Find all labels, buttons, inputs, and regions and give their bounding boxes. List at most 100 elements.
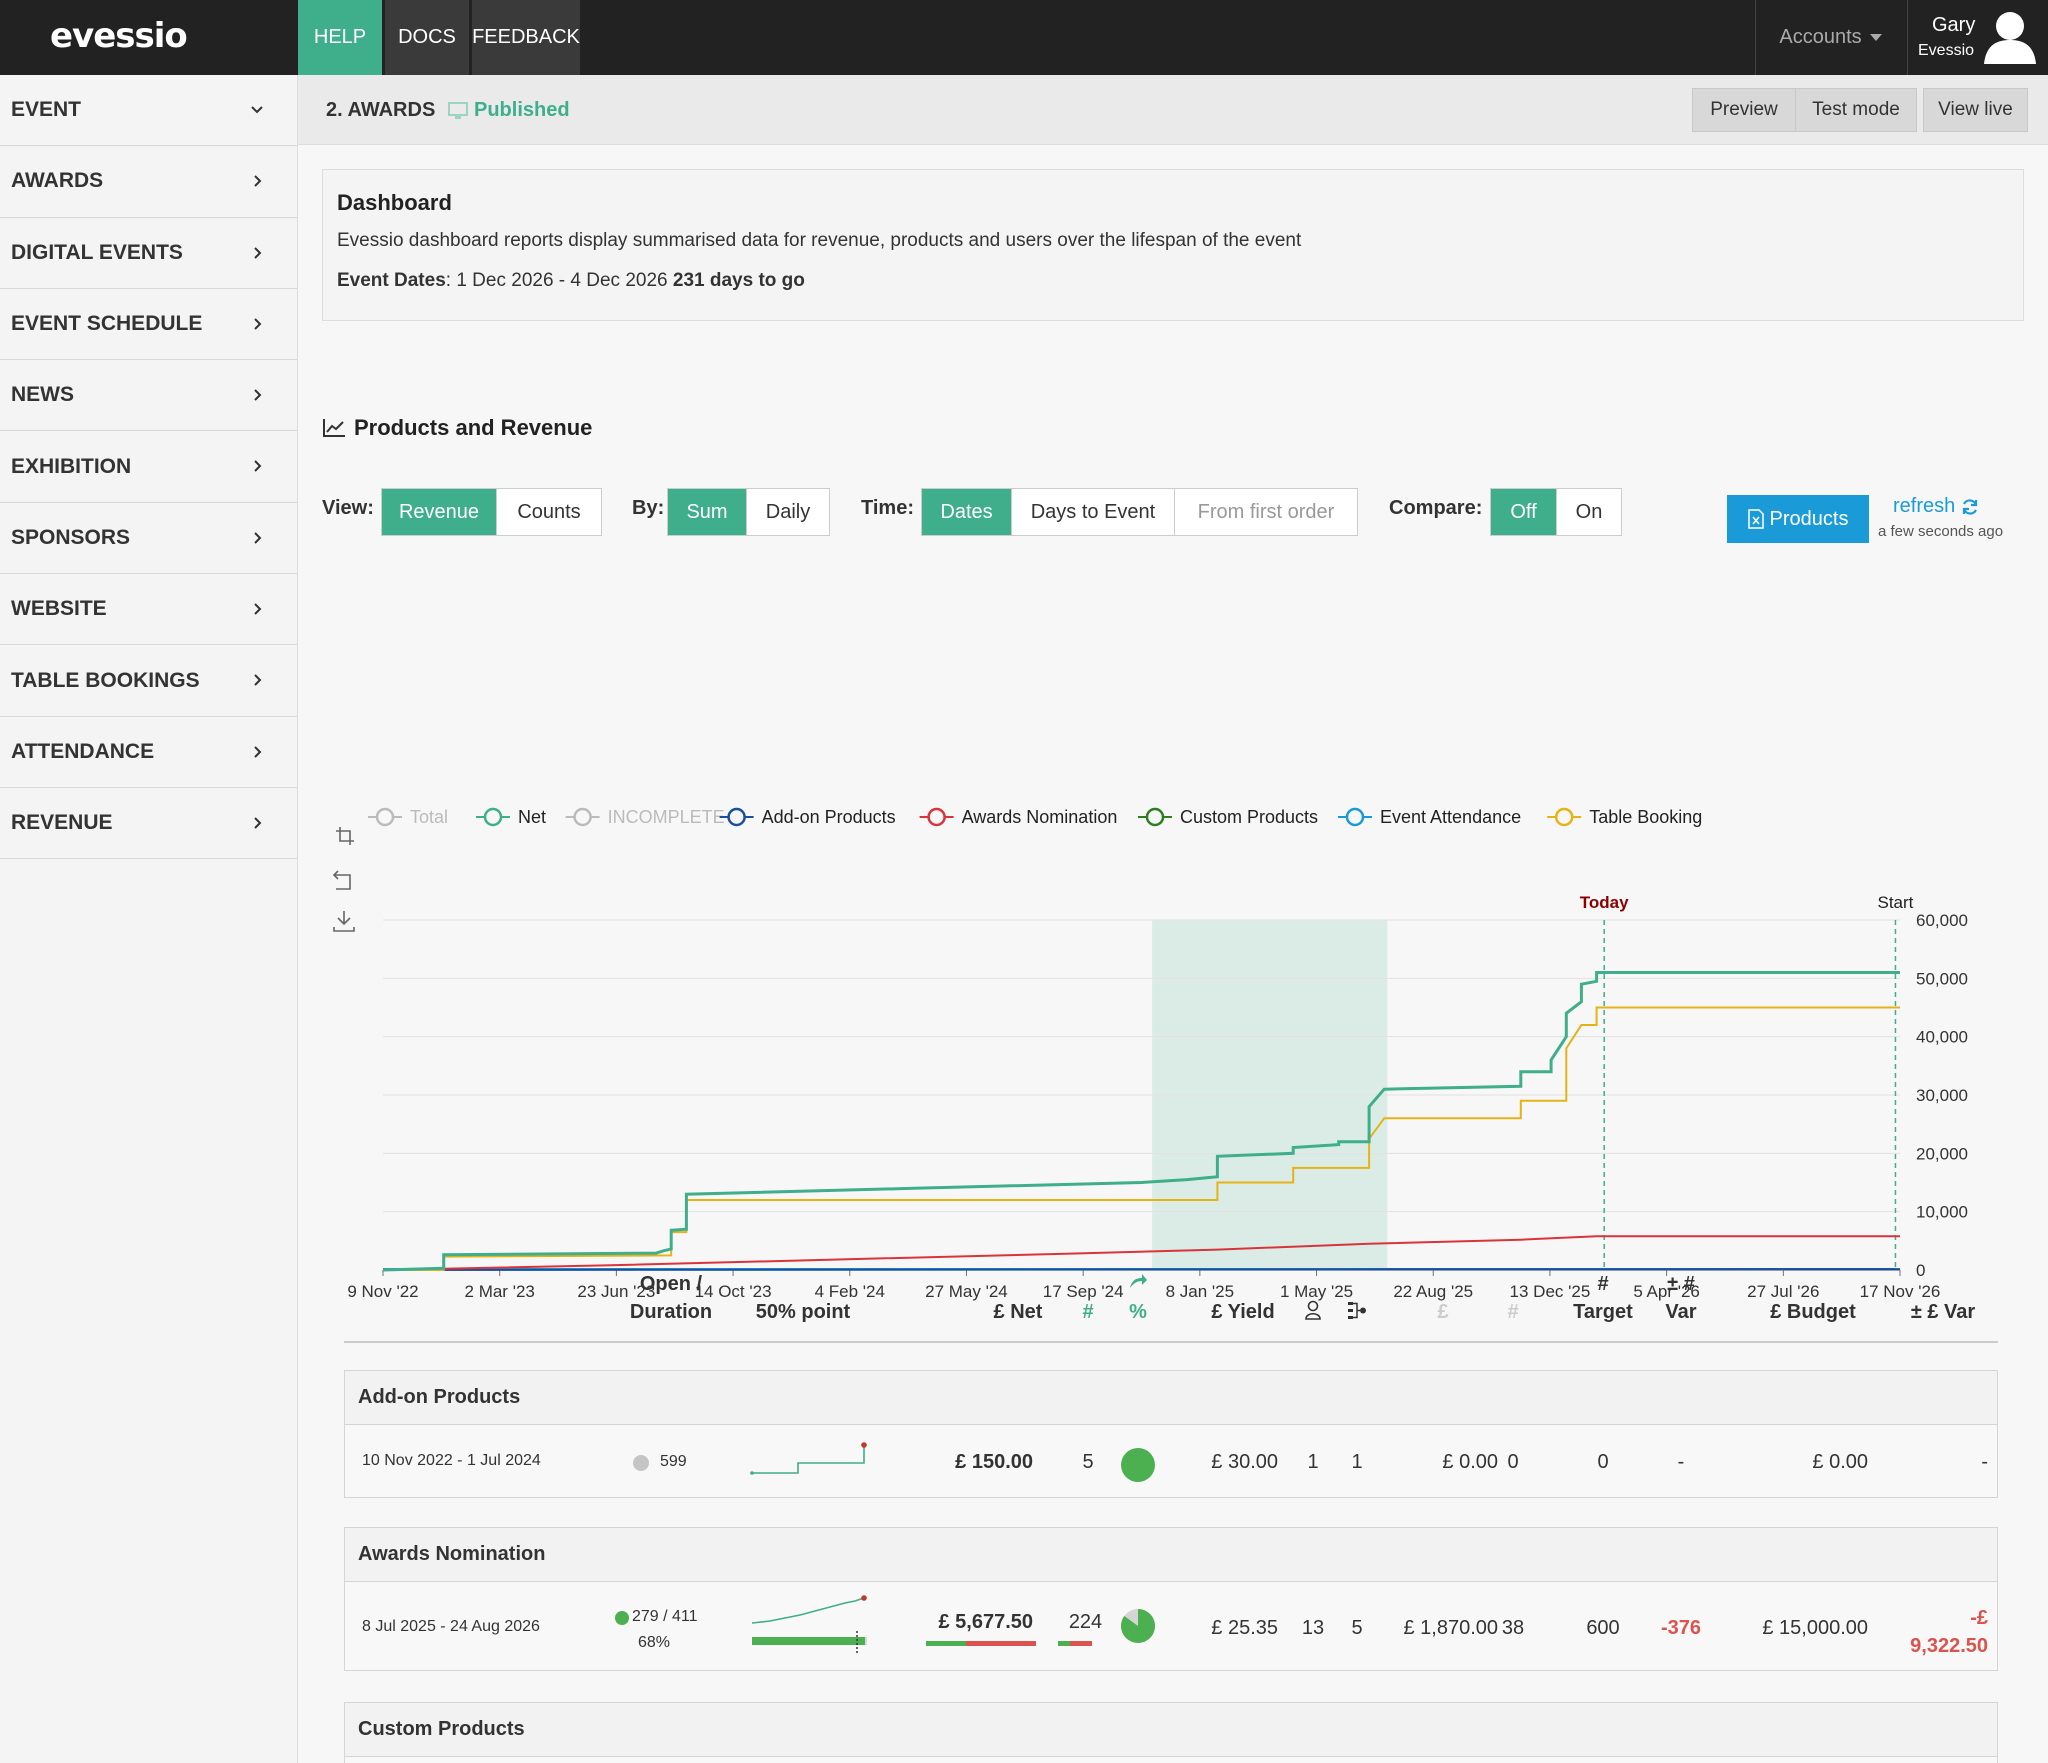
th-tree-col <box>1342 1300 1372 1328</box>
view-counts-option[interactable]: Counts <box>517 500 581 523</box>
top-navbar: evessio HELP DOCS FEEDBACK Accounts Gary… <box>0 0 2048 75</box>
by-sum-option[interactable]: Sum <box>668 489 747 535</box>
group-awards-nomination: Awards Nomination <box>344 1527 1998 1671</box>
legend-item-total[interactable]: Total <box>368 807 448 827</box>
compare-off-option[interactable]: Off <box>1491 489 1557 535</box>
zoom-reset-icon[interactable] <box>332 870 351 890</box>
sidebar-item-label: DIGITAL EVENTS <box>11 240 183 264</box>
awards-gbp-var-l2: 9,322.50 <box>1910 1635 1988 1657</box>
chevron-right-icon <box>254 603 262 615</box>
series-line-net <box>382 971 1900 1272</box>
awards-target: 600 <box>1586 1617 1620 1639</box>
series-line-awards-nomination <box>382 1235 1900 1271</box>
by-daily-option[interactable]: Daily <box>765 500 811 523</box>
preview-button[interactable]: Preview <box>1692 88 1796 132</box>
time-from-first-order-option[interactable]: From first order <box>1197 500 1335 523</box>
dashboard-description: Evessio dashboard reports display summar… <box>337 230 1302 251</box>
help-nav-button[interactable]: HELP <box>298 0 382 75</box>
legend-item-event-attendance[interactable]: Event Attendance <box>1338 807 1521 827</box>
sidebar-item-attendance[interactable]: ATTENDANCE <box>0 717 297 788</box>
addon-pct-pie <box>1121 1448 1155 1482</box>
sidebar-item-awards[interactable]: AWARDS <box>0 146 297 218</box>
legend-item-incomplete[interactable]: INCOMPLETE <box>565 807 725 827</box>
group-title: Add-on Products <box>345 1371 1997 1425</box>
chevron-right-icon <box>254 246 262 259</box>
th-open-l1: Open / <box>639 1273 703 1295</box>
chevron-down-icon <box>251 106 263 114</box>
refresh-timestamp: a few seconds ago <box>1878 523 2004 540</box>
legend-item-net[interactable]: Net <box>476 807 546 827</box>
awards-count: 224 <box>1068 1611 1103 1633</box>
time-dates-option[interactable]: Dates <box>922 489 1012 535</box>
sidebar-item-table-bookings[interactable]: TABLE BOOKINGS <box>0 645 297 717</box>
view-live-button[interactable]: View live <box>1923 88 2028 132</box>
th-50-percent: 50% point <box>755 1301 851 1323</box>
x-tick-label: 17 Nov '26 <box>1860 1282 1941 1301</box>
legend-item-custom-products[interactable]: Custom Products <box>1138 807 1318 827</box>
awards-gbp: £ 1,870.00 <box>1403 1617 1498 1639</box>
sidebar-item-revenue[interactable]: REVENUE <box>0 788 297 860</box>
x-tick-label: 14 Oct '23 <box>695 1282 772 1301</box>
legend-item-table-booking[interactable]: Table Booking <box>1547 807 1702 827</box>
x-tick-label: 23 Jun '23 <box>577 1282 655 1301</box>
sidebar-item-digital-events[interactable]: DIGITAL EVENTS <box>0 218 297 289</box>
sidebar-item-sponsors[interactable]: SPONSORS <box>0 503 297 575</box>
accounts-dropdown[interactable]: Accounts <box>1755 0 1905 75</box>
refresh-link[interactable]: refresh <box>1893 495 1979 518</box>
awards-open-count: 279 / 411 <box>632 1608 698 1625</box>
y-tick-label: 20,000 <box>1916 1144 1968 1163</box>
evessio-logo[interactable]: evessio <box>50 16 188 56</box>
time-days-to-event-option[interactable]: Days to Event <box>1012 489 1175 535</box>
docs-nav-button[interactable]: DOCS <box>385 0 469 75</box>
legend-item-add-on-products[interactable]: Add-on Products <box>719 807 896 827</box>
addon-budget: £ 0.00 <box>1812 1451 1868 1473</box>
sidebar-item-label: ATTENDANCE <box>11 739 155 763</box>
products-export-button[interactable]: Products <box>1727 495 1869 543</box>
th-var: ± # Var <box>1656 1270 1706 1326</box>
y-tick-label: 10,000 <box>1916 1203 1968 1222</box>
dashboard-info-box: Dashboard Evessio dashboard reports disp… <box>322 169 2024 321</box>
th-user-col <box>1298 1300 1328 1328</box>
legend-item-awards-nomination[interactable]: Awards Nomination <box>919 807 1118 827</box>
addon-net: £ 150.00 <box>955 1451 1033 1473</box>
addon-sparkline <box>750 1442 867 1475</box>
line-chart-icon <box>323 419 345 437</box>
view-revenue-option[interactable]: Revenue <box>382 489 497 535</box>
sidebar-item-website[interactable]: WEBSITE <box>0 574 297 646</box>
th-open-l2: Duration <box>629 1301 713 1323</box>
event-dates-value: : 1 Dec 2026 - 4 Dec 2026 <box>445 270 673 291</box>
sidebar-item-exhibition[interactable]: EXHIBITION <box>0 431 297 503</box>
download-icon[interactable] <box>333 911 355 932</box>
sidebar-item-label: TABLE BOOKINGS <box>11 668 200 692</box>
legend-label: Event Attendance <box>1380 807 1521 827</box>
sidebar-item-event-schedule[interactable]: EVENT SCHEDULE <box>0 289 297 361</box>
awards-budget: £ 15,000.00 <box>1762 1617 1868 1639</box>
feedback-nav-button[interactable]: FEEDBACK <box>472 0 580 75</box>
products-button-label: Products <box>1769 507 1849 530</box>
group-title: Awards Nomination <box>345 1528 1997 1582</box>
caret-down-icon <box>1869 33 1882 41</box>
event-dates: Event Dates: 1 Dec 2026 - 4 Dec 2026 231… <box>337 270 805 292</box>
chevron-right-icon <box>254 532 262 544</box>
addon-gbp-var: - <box>1981 1451 1988 1473</box>
status-label: Published <box>474 99 570 121</box>
sidebar-item-news[interactable]: NEWS <box>0 360 297 432</box>
by-toggle: Sum Daily <box>667 488 830 536</box>
compare-toggle: Off On <box>1490 488 1622 536</box>
user-menu[interactable]: Gary Evessio <box>1907 0 2048 75</box>
page-title: 2. AWARDS <box>326 99 436 121</box>
x-tick-label: 1 May '25 <box>1280 1282 1353 1301</box>
awards-net-bar <box>926 1641 1036 1646</box>
avatar-icon <box>1984 12 2036 64</box>
test-mode-button[interactable]: Test mode <box>1796 88 1917 132</box>
compare-on-option[interactable]: On <box>1575 500 1603 523</box>
addon-dates: 10 Nov 2022 - 1 Jul 2024 <box>362 1452 541 1469</box>
event-dates-label: Event Dates <box>337 270 446 291</box>
y-tick-label: 60,000 <box>1916 911 1968 930</box>
zoom-select-icon[interactable] <box>336 827 354 845</box>
x-tick-label: 13 Dec '25 <box>1510 1282 1591 1301</box>
view-toggle: Revenue Counts <box>381 488 602 536</box>
awards-col2: 5 <box>1351 1617 1363 1639</box>
awards-progress-fill <box>752 1637 865 1645</box>
sidebar-item-event[interactable]: EVENT <box>0 75 297 147</box>
